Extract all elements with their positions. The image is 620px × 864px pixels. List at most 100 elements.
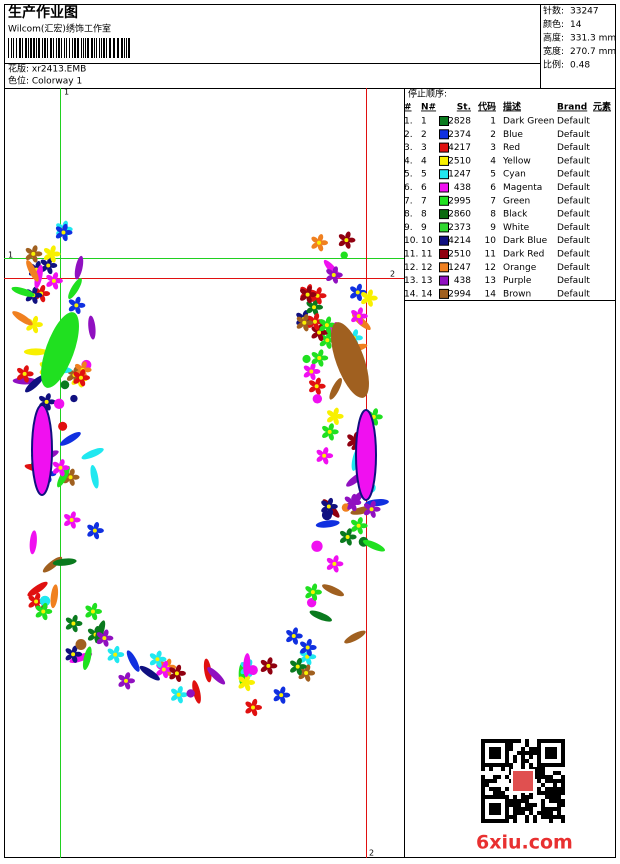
petal — [351, 519, 359, 526]
qr-cell — [493, 763, 497, 767]
row-code: 9 — [490, 223, 496, 233]
row-brand: Default — [557, 117, 590, 127]
flower-center — [71, 652, 76, 657]
leaf — [52, 558, 77, 566]
barcode-bar — [85, 38, 86, 58]
petal — [328, 423, 334, 432]
qr-cell — [485, 739, 489, 743]
company: Wilcom(汇宏)绣饰工作室 — [8, 23, 111, 35]
petal — [325, 316, 332, 325]
qr-cell — [493, 791, 497, 795]
barcode-bar — [38, 38, 40, 58]
qr-cell — [557, 791, 561, 795]
petal — [34, 322, 43, 328]
flower — [52, 459, 70, 477]
qr-cell — [541, 739, 545, 743]
qr-cell — [529, 807, 533, 811]
petal — [296, 657, 302, 666]
petal — [367, 289, 373, 298]
row-desc: Black — [503, 210, 528, 220]
petal — [313, 589, 322, 595]
petal — [251, 708, 258, 717]
petal — [307, 670, 316, 676]
leaf — [34, 265, 43, 289]
qr-cell — [545, 763, 549, 767]
petal — [325, 453, 334, 459]
petal — [330, 429, 339, 435]
petal — [346, 537, 352, 546]
table-header: 元素 — [593, 101, 611, 113]
row-desc: White — [503, 223, 530, 233]
petal — [299, 288, 308, 295]
row-desc: Purple — [503, 276, 532, 286]
petal — [28, 601, 36, 608]
flower-center — [356, 314, 361, 319]
flower-center — [317, 356, 322, 361]
row-index: 9. — [404, 223, 413, 233]
bird — [41, 312, 79, 388]
qr-cell — [489, 747, 493, 751]
qr-cell — [549, 807, 553, 811]
row-stitches: 438 — [454, 183, 471, 193]
petal — [66, 374, 75, 381]
petal — [32, 245, 38, 254]
qr-cell — [561, 747, 565, 751]
petal — [245, 707, 253, 714]
flower-center — [102, 636, 107, 641]
petal — [316, 296, 322, 305]
petal — [118, 680, 126, 687]
row-brand: Default — [557, 196, 590, 206]
flower-center — [310, 590, 315, 595]
petal — [23, 374, 29, 383]
row-code: 1 — [490, 117, 496, 127]
petal — [345, 241, 351, 249]
qr-cell — [509, 815, 513, 819]
petal — [25, 371, 34, 377]
flower — [169, 664, 186, 682]
dot — [247, 665, 258, 676]
color-swatch — [439, 169, 449, 180]
qr-cell — [541, 763, 545, 767]
row-n: 2 — [421, 130, 427, 140]
color-swatch — [439, 249, 449, 259]
qr-cell — [525, 751, 529, 755]
leaf — [139, 665, 160, 681]
petal — [344, 496, 352, 503]
petal — [326, 416, 335, 423]
barcode-bar — [13, 38, 14, 58]
qr-cell — [489, 803, 493, 807]
dot — [186, 689, 195, 698]
barcode-bar — [47, 38, 48, 58]
petal — [292, 636, 298, 645]
petal — [65, 617, 73, 624]
petal — [333, 407, 339, 416]
flower — [311, 349, 329, 367]
qr-cell — [481, 819, 485, 823]
petal — [156, 660, 162, 668]
petal — [49, 263, 58, 269]
qr-cell — [481, 767, 485, 771]
petal — [245, 701, 253, 708]
petal — [348, 534, 357, 540]
dot — [302, 354, 311, 364]
qr-cell — [521, 755, 525, 759]
barcode-bar — [117, 38, 119, 58]
flower-center — [92, 528, 97, 533]
qr-cell — [537, 739, 541, 743]
qr-cell — [509, 743, 513, 747]
row-brand: Default — [557, 289, 590, 299]
flower — [245, 698, 263, 717]
flower-center — [244, 680, 249, 685]
qr-cell — [529, 755, 533, 759]
petal — [306, 638, 312, 647]
petal — [17, 373, 25, 380]
dot — [53, 398, 65, 410]
qr-cell — [505, 755, 509, 759]
petal — [72, 624, 78, 633]
row-brand: Default — [557, 170, 590, 180]
dot — [340, 251, 348, 259]
flower — [25, 245, 43, 263]
petal — [317, 333, 324, 342]
flower — [26, 315, 43, 334]
